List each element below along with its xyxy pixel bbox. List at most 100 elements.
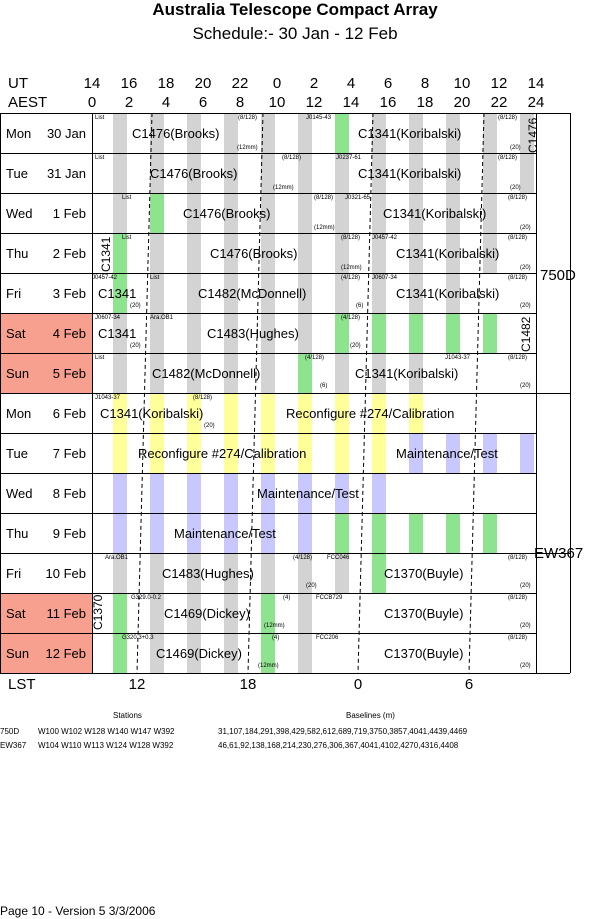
time-band <box>334 393 349 433</box>
program-annotation: (4/128) <box>305 355 325 361</box>
program-label: Reconfigure #274/Calibration <box>286 406 455 421</box>
day-date: 3 Feb <box>52 286 86 301</box>
program-label: C1476(Brooks) <box>132 126 220 141</box>
ut-hour-label: 6 <box>383 75 393 92</box>
time-band <box>408 433 423 473</box>
aest-hour-label: 14 <box>342 94 360 111</box>
aest-hour-label: 6 <box>198 94 208 111</box>
program-annotation: FCC206 <box>316 635 339 641</box>
row-line <box>0 633 536 634</box>
green-band <box>260 593 275 633</box>
lst-tick-label: 12 <box>128 676 146 693</box>
time-band <box>297 593 312 633</box>
config-row-ew367-stations: W104 W110 W113 W124 W128 W392 <box>38 741 174 750</box>
time-band <box>445 273 460 313</box>
day-name: Tue <box>6 166 28 181</box>
green-band <box>482 513 497 553</box>
day-name: Sat <box>6 606 26 621</box>
green-band <box>112 273 127 313</box>
time-band <box>260 113 275 153</box>
program-label: C1341 <box>98 326 137 341</box>
time-band <box>223 553 238 593</box>
day-name: Wed <box>6 486 33 501</box>
label-separator <box>92 113 93 673</box>
program-annotation: List <box>150 275 160 281</box>
day-name: Mon <box>6 126 32 141</box>
time-band <box>408 113 423 153</box>
program-annotation: (20) <box>306 583 317 589</box>
time-band <box>297 313 312 353</box>
ut-label: UT <box>8 75 28 92</box>
time-band <box>260 313 275 353</box>
time-band <box>334 353 349 393</box>
program-label: Reconfigure #274/Calibration <box>138 446 307 461</box>
stations-header: Stations <box>113 711 142 720</box>
config-row-750d-stations: W100 W102 W128 W140 W147 W392 <box>38 727 175 736</box>
time-band <box>223 193 238 233</box>
program-label: C1482(McDonnell) <box>198 286 307 301</box>
vertical-program-label: C1482 <box>519 316 533 352</box>
program-annotation: (12mm) <box>341 265 362 271</box>
time-band <box>445 153 460 193</box>
program-label: C1341(Koribalski) <box>100 406 204 421</box>
time-band <box>223 153 238 193</box>
time-band <box>223 593 238 633</box>
program-annotation: FCC046 <box>327 555 350 561</box>
program-label: Maintenance/Test <box>257 486 359 501</box>
green-band <box>334 313 349 353</box>
time-band <box>149 433 164 473</box>
ut-hour-label: 18 <box>157 75 175 92</box>
program-annotation: (8/128) <box>508 355 528 361</box>
time-band <box>482 433 497 473</box>
green-band <box>112 633 127 673</box>
green-band <box>112 233 127 273</box>
program-annotation: (8/128) <box>508 275 528 281</box>
time-band <box>112 553 127 593</box>
program-annotation: (20) <box>510 185 521 191</box>
time-band <box>297 433 312 473</box>
time-band <box>186 393 201 433</box>
time-band <box>112 433 127 473</box>
time-band <box>149 513 164 553</box>
time-band <box>371 433 386 473</box>
time-band <box>297 233 312 273</box>
lst-tick-label: 0 <box>353 676 363 693</box>
program-annotation: (20) <box>510 145 521 151</box>
time-band <box>223 313 238 353</box>
program-label: C1482(McDonnell) <box>152 366 261 381</box>
program-annotation: (20) <box>130 303 141 309</box>
time-band <box>371 353 386 393</box>
program-annotation: (8/128) <box>508 635 528 641</box>
time-band <box>186 473 201 513</box>
day-date: 1 Feb <box>52 206 86 221</box>
time-band <box>334 153 349 193</box>
green-band <box>371 553 386 593</box>
row-line <box>0 553 570 554</box>
time-band <box>149 593 164 633</box>
time-band <box>223 233 238 273</box>
time-band <box>223 393 238 433</box>
time-band <box>297 473 312 513</box>
day-name: Sat <box>6 326 26 341</box>
time-band <box>297 553 312 593</box>
program-annotation: (8/128) <box>508 195 528 201</box>
ut-hour-label: 14 <box>527 75 545 92</box>
time-band <box>408 353 423 393</box>
time-band <box>149 313 164 353</box>
time-band <box>371 193 386 233</box>
aest-hour-label: 18 <box>416 94 434 111</box>
program-annotation: J0607-34 <box>95 315 121 321</box>
page-subtitle: Schedule:- 30 Jan - 12 Feb <box>192 24 398 43</box>
row-line <box>0 193 536 194</box>
green-band <box>149 193 164 233</box>
program-label: C1469(Dickey) <box>156 646 242 661</box>
program-annotation: J0237-61 <box>336 155 362 161</box>
day-date: 8 Feb <box>52 486 86 501</box>
green-band <box>408 313 423 353</box>
program-annotation: (4/128) <box>341 315 361 321</box>
time-band <box>112 153 127 193</box>
row-line <box>0 153 536 154</box>
time-band <box>297 153 312 193</box>
program-annotation: (4/128) <box>293 555 313 561</box>
program-annotation: (8/128) <box>508 595 528 601</box>
